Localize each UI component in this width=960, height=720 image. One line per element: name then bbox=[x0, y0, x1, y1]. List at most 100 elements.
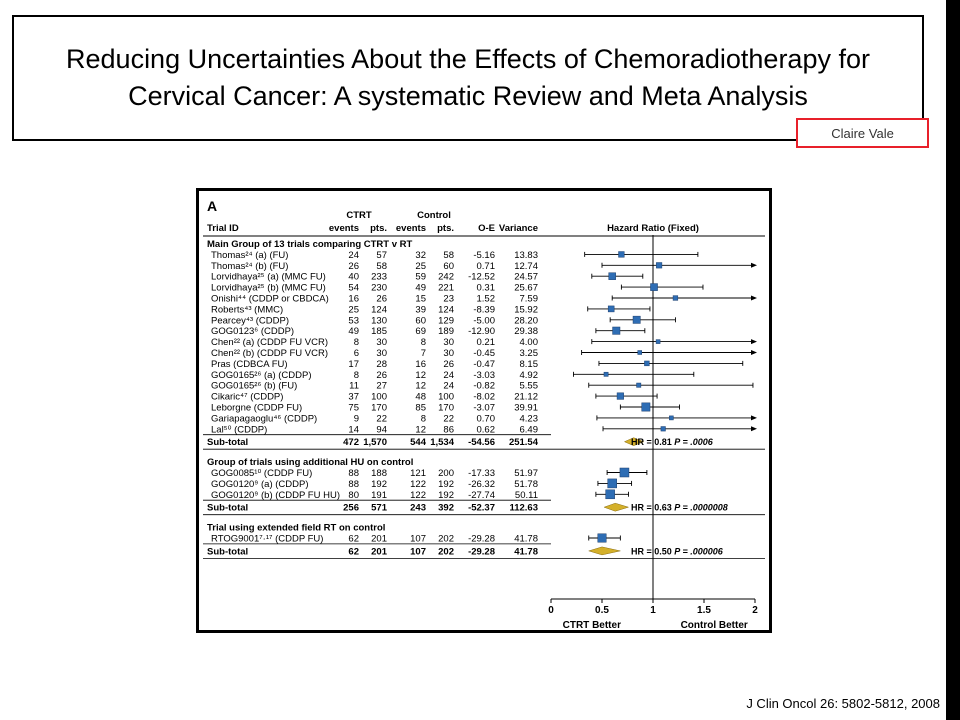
subtotal-diamond bbox=[603, 502, 630, 512]
trial-name: Thomas²⁴ (b) (FU) bbox=[211, 261, 288, 272]
cell-oe: -5.16 bbox=[473, 250, 495, 261]
cell-variance: 3.25 bbox=[520, 348, 539, 359]
slide-right-edge-bar bbox=[946, 0, 960, 720]
cell-variance: 5.55 bbox=[520, 381, 539, 392]
x-tick-label: 1.5 bbox=[697, 605, 711, 616]
cell-ctrl-pts: 192 bbox=[438, 479, 454, 490]
cell-ctrt-pts: 201 bbox=[371, 546, 388, 557]
trial-point bbox=[607, 305, 615, 313]
cell-oe: 0.70 bbox=[477, 413, 496, 424]
trial-ci-arrow bbox=[751, 339, 757, 345]
cell-variance: 29.38 bbox=[514, 326, 538, 337]
cell-ctrt-pts: 22 bbox=[376, 413, 387, 424]
x-label-control-better: Control Better bbox=[681, 620, 748, 630]
trial-point bbox=[597, 533, 607, 543]
cell-ctrt-pts: 191 bbox=[371, 490, 387, 501]
cell-variance: 112.63 bbox=[509, 503, 538, 514]
cell-ctrt-pts: 230 bbox=[371, 283, 387, 294]
cell-ctrl-events: 8 bbox=[421, 413, 426, 424]
cell-ctrt-events: 53 bbox=[348, 315, 359, 326]
cell-ctrl-events: 122 bbox=[410, 479, 426, 490]
cell-ctrl-pts: 124 bbox=[438, 304, 454, 315]
trial-point bbox=[612, 326, 621, 335]
cell-ctrt-pts: 57 bbox=[376, 250, 387, 261]
cell-oe: -0.47 bbox=[473, 359, 495, 370]
cell-ctrt-events: 256 bbox=[343, 503, 359, 514]
cell-ctrt-pts: 100 bbox=[371, 392, 387, 403]
cell-ctrl-pts: 23 bbox=[443, 294, 454, 305]
subtotal-diamond bbox=[623, 437, 645, 446]
cell-ctrt-events: 17 bbox=[348, 359, 359, 370]
cell-ctrt-events: 25 bbox=[348, 304, 359, 315]
author-label: Claire Vale bbox=[796, 118, 929, 148]
cell-ctrl-pts: 26 bbox=[443, 359, 454, 370]
cell-variance: 28.20 bbox=[514, 315, 538, 326]
cell-ctrl-events: 16 bbox=[415, 359, 426, 370]
subtotal-diamond bbox=[587, 546, 621, 556]
cell-ctrt-events: 88 bbox=[348, 468, 359, 479]
trial-name: GOG0165²⁶ (a) (CDDP) bbox=[211, 370, 312, 381]
x-tick-label: 0.5 bbox=[595, 605, 609, 616]
cell-variance: 25.67 bbox=[514, 283, 538, 294]
trial-name: Leborgne (CDDP FU) bbox=[211, 403, 302, 414]
cell-ctrt-events: 40 bbox=[348, 272, 359, 283]
trial-name: Chen²² (a) (CDDP FU VCR) bbox=[211, 337, 328, 348]
header-oe: O-E bbox=[478, 223, 495, 234]
cell-ctrt-pts: 30 bbox=[376, 348, 387, 359]
trial-name: GOG0085¹⁰ (CDDP FU) bbox=[211, 468, 312, 479]
group-title-1: Main Group of 13 trials comparing CTRT v… bbox=[207, 239, 413, 250]
trial-ci-arrow bbox=[751, 295, 757, 301]
header-control: Control bbox=[417, 210, 451, 221]
trial-point bbox=[605, 489, 615, 500]
panel-label: A bbox=[207, 198, 217, 214]
cell-variance: 4.00 bbox=[520, 337, 539, 348]
cell-ctrl-pts: 1,534 bbox=[430, 437, 454, 448]
cell-ctrl-pts: 86 bbox=[443, 424, 454, 435]
cell-oe: -12.90 bbox=[468, 326, 495, 337]
cell-ctrt-pts: 185 bbox=[371, 326, 387, 337]
cell-ctrt-pts: 124 bbox=[371, 304, 387, 315]
trial-point bbox=[660, 426, 666, 432]
trial-ci-arrow bbox=[751, 350, 757, 355]
cell-oe: -0.82 bbox=[473, 381, 495, 392]
cell-ctrt-pts: 28 bbox=[376, 359, 387, 370]
cell-ctrl-events: 60 bbox=[415, 315, 426, 326]
cell-ctrl-pts: 60 bbox=[443, 261, 454, 272]
cell-ctrl-pts: 22 bbox=[443, 413, 454, 424]
cell-ctrt-events: 75 bbox=[348, 403, 359, 414]
cell-ctrt-pts: 94 bbox=[376, 424, 387, 435]
cell-ctrl-pts: 189 bbox=[438, 326, 454, 337]
subtotal-hr-text: HR = 0.50 P = .000006 bbox=[631, 546, 724, 556]
cell-ctrl-events: 59 bbox=[415, 272, 426, 283]
subtotal-label: Sub-total bbox=[207, 546, 248, 557]
cell-variance: 51.97 bbox=[514, 468, 538, 479]
trial-name: Lal⁵⁰ (CDDP) bbox=[211, 424, 267, 435]
cell-ctrl-events: 544 bbox=[410, 437, 427, 448]
cell-ctrt-pts: 233 bbox=[371, 272, 387, 283]
cell-ctrt-events: 8 bbox=[354, 370, 359, 381]
cell-variance: 15.92 bbox=[514, 304, 538, 315]
cell-ctrt-events: 80 bbox=[348, 490, 359, 501]
cell-ctrl-pts: 202 bbox=[438, 534, 454, 545]
cell-ctrl-events: 48 bbox=[415, 392, 426, 403]
cell-ctrl-pts: 170 bbox=[438, 403, 454, 414]
cell-ctrl-events: 121 bbox=[410, 468, 426, 479]
cell-oe: 0.62 bbox=[477, 424, 496, 435]
cell-ctrl-pts: 221 bbox=[438, 283, 454, 294]
cell-ctrl-pts: 24 bbox=[443, 370, 454, 381]
cell-oe: 1.52 bbox=[477, 294, 496, 305]
cell-ctrt-pts: 58 bbox=[376, 261, 387, 272]
cell-oe: -27.74 bbox=[468, 490, 495, 501]
cell-ctrt-events: 62 bbox=[348, 534, 359, 545]
cell-ctrt-events: 16 bbox=[348, 294, 359, 305]
cell-oe: 0.21 bbox=[477, 337, 496, 348]
cell-ctrt-pts: 130 bbox=[371, 315, 387, 326]
header-ctrl-events: events bbox=[396, 223, 426, 234]
cell-ctrl-pts: 24 bbox=[443, 381, 454, 392]
subtotal-label: Sub-total bbox=[207, 503, 248, 514]
header-ctrt-events: events bbox=[329, 223, 359, 234]
trial-point bbox=[655, 339, 661, 344]
cell-ctrt-pts: 1,570 bbox=[363, 437, 387, 448]
cell-ctrl-events: 12 bbox=[415, 370, 426, 381]
subtotal-hr-text: HR = 0.63 P = .0000008 bbox=[631, 503, 728, 513]
